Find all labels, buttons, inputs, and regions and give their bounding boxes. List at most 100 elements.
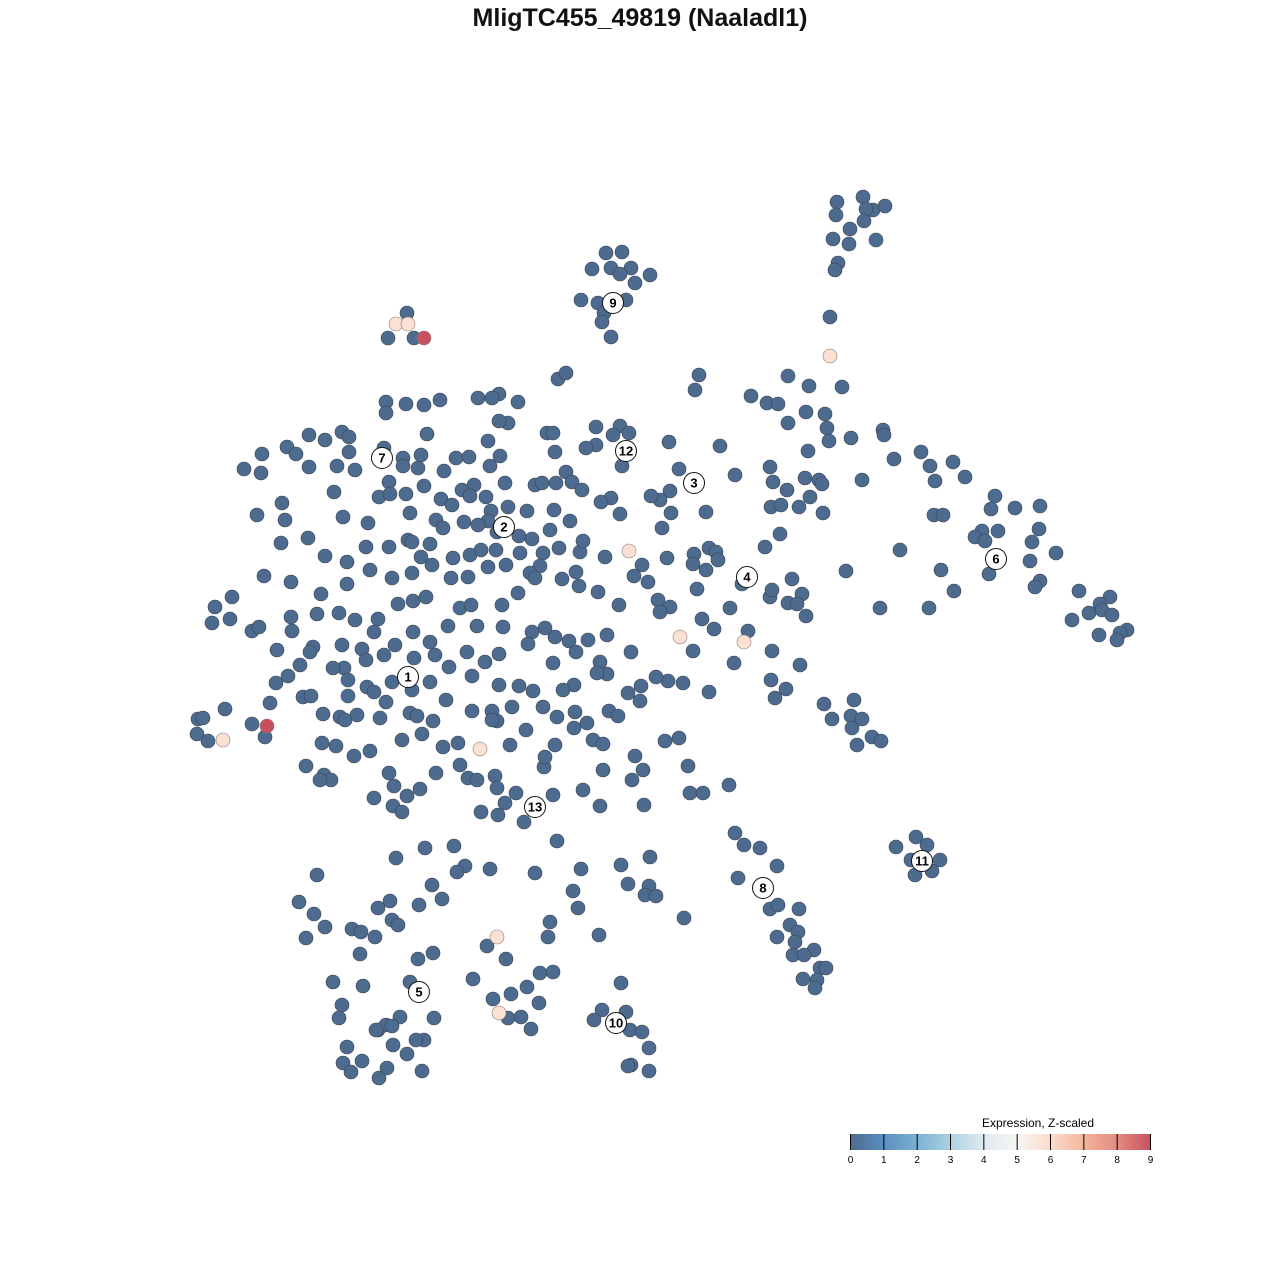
data-point	[843, 430, 859, 446]
data-point	[817, 406, 833, 422]
data-point	[534, 475, 550, 491]
data-point	[418, 589, 434, 605]
data-point	[935, 507, 951, 523]
data-point	[573, 861, 589, 877]
data-point	[590, 584, 606, 600]
data-point	[595, 736, 611, 752]
data-point	[358, 539, 374, 555]
data-point-expressed	[736, 634, 752, 650]
data-point	[388, 850, 404, 866]
data-point	[605, 427, 621, 443]
data-point-expressed	[472, 741, 488, 757]
data-point	[459, 644, 475, 660]
data-point	[706, 621, 722, 637]
data-point	[599, 627, 615, 643]
data-point	[354, 1053, 370, 1069]
data-point	[680, 758, 696, 774]
data-point	[798, 404, 814, 420]
cluster-label-circle	[602, 292, 624, 314]
colorbar-tick-label: 5	[1014, 1155, 1020, 1166]
cluster-label-circle	[752, 877, 774, 899]
data-point-expressed	[621, 543, 637, 559]
data-point	[405, 593, 421, 609]
data-point	[424, 557, 440, 573]
data-point	[814, 476, 830, 492]
data-point	[448, 450, 464, 466]
data-point	[765, 474, 781, 490]
data-point	[620, 1058, 636, 1074]
data-point	[634, 1024, 650, 1040]
cluster-label: 7	[371, 447, 393, 469]
data-point	[366, 624, 382, 640]
data-point	[443, 570, 459, 586]
data-point	[416, 397, 432, 413]
data-point	[568, 644, 584, 660]
data-point	[511, 528, 527, 544]
data-point	[873, 733, 889, 749]
data-point	[662, 483, 678, 499]
data-point	[682, 785, 698, 801]
cluster-label: 5	[408, 981, 430, 1003]
data-point	[384, 570, 400, 586]
data-point	[701, 684, 717, 700]
data-point	[548, 475, 564, 491]
data-point	[527, 570, 543, 586]
data-point	[1064, 612, 1080, 628]
data-point	[450, 735, 466, 751]
data-point	[819, 420, 835, 436]
data-point	[331, 1010, 347, 1026]
data-point	[791, 499, 807, 515]
data-point	[689, 581, 705, 597]
data-point	[409, 708, 425, 724]
cluster-label-circle	[615, 440, 637, 462]
data-point	[449, 864, 465, 880]
data-point	[663, 505, 679, 521]
data-point	[341, 444, 357, 460]
data-point-expressed	[416, 330, 432, 346]
data-point	[347, 462, 363, 478]
colorbar-tick-label: 7	[1081, 1155, 1087, 1166]
cluster-label-text: 1	[404, 670, 411, 685]
data-point	[545, 964, 561, 980]
data-point	[586, 1012, 602, 1028]
data-point	[641, 1063, 657, 1079]
cluster-label-text: 7	[378, 451, 385, 466]
data-point	[767, 690, 783, 706]
data-point	[1007, 500, 1023, 516]
colorbar-tick-label: 2	[914, 1155, 920, 1166]
data-point	[854, 472, 870, 488]
colorbar	[850, 1134, 1151, 1150]
data-point	[545, 655, 561, 671]
data-point	[249, 507, 265, 523]
data-point	[570, 900, 586, 916]
data-point	[492, 448, 508, 464]
data-point	[491, 677, 507, 693]
data-point	[414, 726, 430, 742]
data-point	[274, 495, 290, 511]
data-point	[478, 489, 494, 505]
data-point	[736, 837, 752, 853]
data-point	[410, 460, 426, 476]
data-point	[341, 429, 357, 445]
data-point	[277, 512, 293, 528]
data-point	[821, 433, 837, 449]
data-point	[1027, 579, 1043, 595]
data-point	[561, 633, 577, 649]
data-point	[378, 405, 394, 421]
data-point	[510, 394, 526, 410]
data-point	[519, 979, 535, 995]
data-point	[636, 797, 652, 813]
data-point	[568, 564, 584, 580]
data-point	[366, 684, 382, 700]
data-point	[502, 737, 518, 753]
data-point	[513, 1009, 529, 1025]
data-point	[573, 292, 589, 308]
data-point	[306, 906, 322, 922]
cluster-label-text: 11	[915, 854, 929, 869]
data-point	[757, 539, 773, 555]
data-point	[385, 1037, 401, 1053]
data-point	[317, 432, 333, 448]
data-point	[325, 974, 341, 990]
data-point	[932, 852, 948, 868]
